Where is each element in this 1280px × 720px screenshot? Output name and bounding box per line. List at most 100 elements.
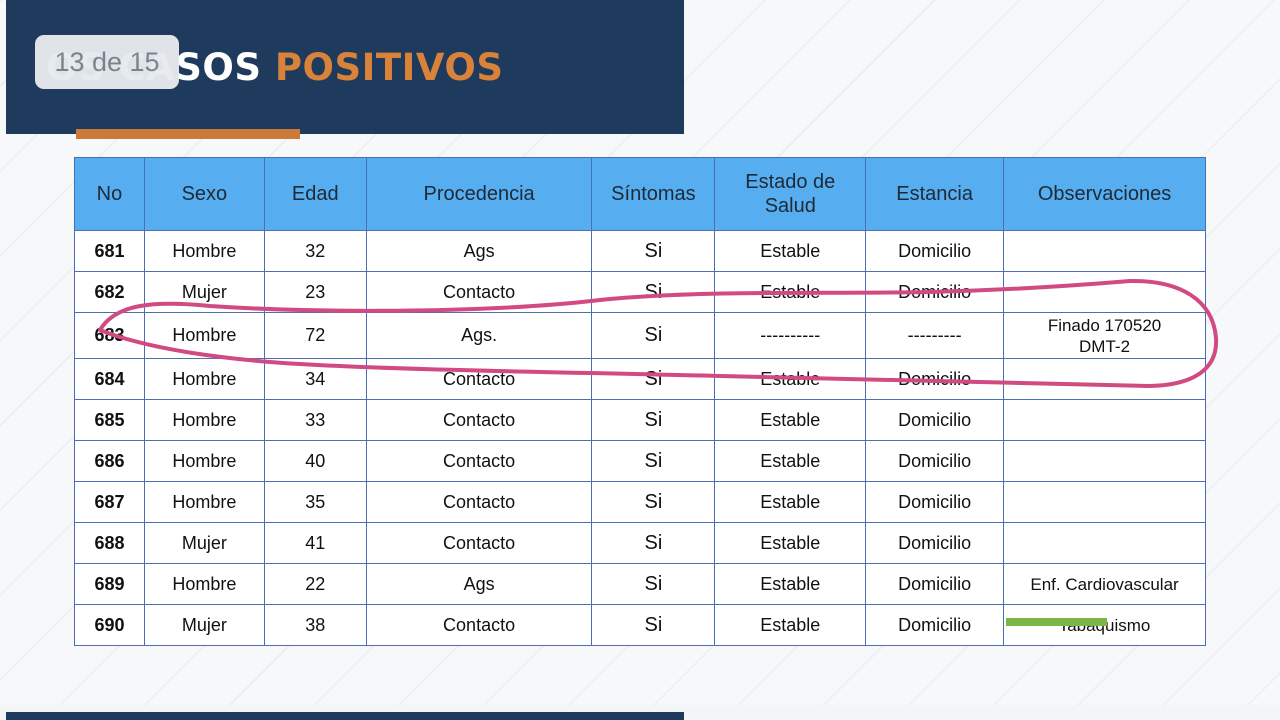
row-edad: 41 — [263, 522, 367, 564]
row-estancia: Domicilio — [865, 440, 1005, 482]
row-estancia: Domicilio — [865, 271, 1005, 313]
row-no: 688 — [74, 522, 145, 564]
row-no: 689 — [74, 563, 145, 605]
header-sintomas: Síntomas — [591, 157, 716, 231]
header-sexo: Sexo — [143, 157, 265, 231]
row-no: 690 — [74, 604, 145, 646]
row-procedencia: Ags. — [365, 312, 593, 359]
row-sexo: Hombre — [143, 230, 265, 272]
row-sintomas: Si — [591, 563, 716, 605]
row-no: 683 — [74, 312, 145, 359]
row-sexo: Hombre — [143, 481, 265, 523]
row-estancia: Domicilio — [865, 563, 1005, 605]
row-procedencia: Ags — [365, 563, 593, 605]
obs-line2: DMT-2 — [1079, 336, 1131, 356]
row-estado: Estable — [714, 271, 867, 313]
slide: OS CASOS POSITIVOS No Sexo Edad Proceden… — [0, 0, 1280, 705]
row-edad: 72 — [263, 312, 367, 359]
row-observaciones — [1003, 522, 1206, 564]
row-procedencia: Contacto — [365, 481, 593, 523]
row-observaciones: Enf. Cardiovascular — [1003, 563, 1206, 605]
row-procedencia: Contacto — [365, 522, 593, 564]
row-edad: 40 — [263, 440, 367, 482]
header-observaciones: Observaciones — [1003, 157, 1206, 231]
row-estado: Estable — [714, 522, 867, 564]
row-sintomas: Si — [591, 604, 716, 646]
header-no: No — [74, 157, 145, 231]
title-accent: POSITIVOS — [274, 46, 504, 89]
row-observaciones: Tabaquismo — [1003, 604, 1206, 646]
row-sintomas: Si — [591, 399, 716, 441]
row-edad: 32 — [263, 230, 367, 272]
row-sexo: Hombre — [143, 312, 265, 359]
row-observaciones — [1003, 481, 1206, 523]
row-sexo: Mujer — [143, 604, 265, 646]
row-estado: Estable — [714, 604, 867, 646]
header-procedencia: Procedencia — [365, 157, 593, 231]
row-sexo: Hombre — [143, 440, 265, 482]
row-sintomas: Si — [591, 481, 716, 523]
header-edad: Edad — [263, 157, 367, 231]
table-header-row: No Sexo Edad Procedencia Síntomas Estado… — [74, 157, 1206, 231]
row-estancia: Domicilio — [865, 230, 1005, 272]
row-estancia: Domicilio — [865, 358, 1005, 400]
page-indicator: 13 de 15 — [35, 35, 179, 89]
table-row: 689 Hombre 22 Ags Si Estable Domicilio Enf. Car… — [74, 563, 1206, 605]
table-row: 685 Hombre 33 Contacto Si Estable Domicilio — [74, 399, 1206, 441]
row-edad: 38 — [263, 604, 367, 646]
row-observaciones — [1003, 399, 1206, 441]
row-procedencia: Contacto — [365, 358, 593, 400]
row-sintomas: Si — [591, 440, 716, 482]
row-edad: 33 — [263, 399, 367, 441]
row-sexo: Hombre — [143, 358, 265, 400]
row-estado: Estable — [714, 481, 867, 523]
row-observaciones — [1003, 358, 1206, 400]
row-procedencia: Contacto — [365, 604, 593, 646]
row-edad: 34 — [263, 358, 367, 400]
table-row: 688 Mujer 41 Contacto Si Estable Domicilio — [74, 522, 1206, 564]
table-row: 681 Hombre 32 Ags Si Estable Domicilio — [74, 230, 1206, 272]
obs-line1: Tabaquismo — [1058, 615, 1151, 635]
row-procedencia: Contacto — [365, 440, 593, 482]
row-observaciones: Finado 170520 DMT-2 — [1003, 312, 1206, 359]
row-edad: 23 — [263, 271, 367, 313]
row-sexo: Mujer — [143, 522, 265, 564]
obs-line1: Finado 170520 — [1047, 315, 1162, 335]
row-estado: Estable — [714, 563, 867, 605]
row-no: 687 — [74, 481, 145, 523]
row-no: 682 — [74, 271, 145, 313]
row-procedencia: Contacto — [365, 271, 593, 313]
row-sexo: Hombre — [143, 399, 265, 441]
row-no: 686 — [74, 440, 145, 482]
row-procedencia: Contacto — [365, 399, 593, 441]
cases-table: No Sexo Edad Procedencia Síntomas Estado… — [74, 157, 1206, 646]
obs-line1: Enf. Cardiovascular — [1030, 574, 1179, 594]
header-estancia: Estancia — [865, 157, 1005, 231]
table-row: 687 Hombre 35 Contacto Si Estable Domicilio — [74, 481, 1206, 523]
row-observaciones — [1003, 230, 1206, 272]
row-sintomas: Si — [591, 358, 716, 400]
row-estado: Estable — [714, 230, 867, 272]
row-sintomas: Si — [591, 312, 716, 359]
row-observaciones — [1003, 440, 1206, 482]
row-estancia: Domicilio — [865, 399, 1005, 441]
row-no: 684 — [74, 358, 145, 400]
table-row: 684 Hombre 34 Contacto Si Estable Domicilio — [74, 358, 1206, 400]
table-row: 683 Hombre 72 Ags. Si ---------- --------- Fina… — [74, 312, 1206, 359]
row-sintomas: Si — [591, 522, 716, 564]
row-sexo: Mujer — [143, 271, 265, 313]
row-estado: ---------- — [714, 312, 867, 359]
table-row: 682 Mujer 23 Contacto Si Estable Domicilio — [74, 271, 1206, 313]
row-edad: 22 — [263, 563, 367, 605]
header-estado-line2: Salud — [764, 195, 816, 217]
row-no: 685 — [74, 399, 145, 441]
row-estado: Estable — [714, 358, 867, 400]
row-no: 681 — [74, 230, 145, 272]
header-estado-line1: Estado de — [745, 171, 836, 193]
table-row: 690 Mujer 38 Contacto Si Estable Domicilio Taba… — [74, 604, 1206, 646]
row-procedencia: Ags — [365, 230, 593, 272]
row-estado: Estable — [714, 440, 867, 482]
row-estancia: Domicilio — [865, 604, 1005, 646]
row-observaciones — [1003, 271, 1206, 313]
row-sexo: Hombre — [143, 563, 265, 605]
